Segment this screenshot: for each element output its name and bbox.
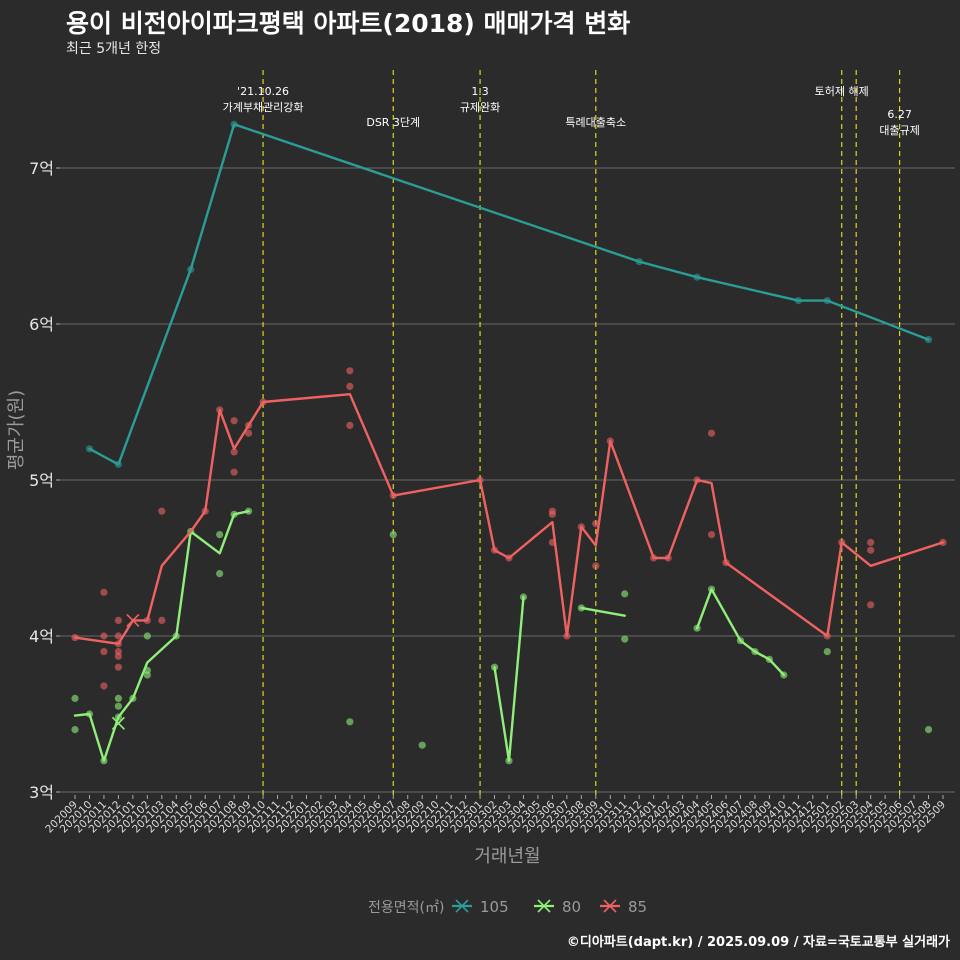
series-line-80	[580, 606, 626, 617]
series-line-85	[73, 393, 945, 645]
data-point	[823, 648, 831, 656]
cross-marker	[126, 613, 140, 627]
data-point	[114, 616, 122, 625]
y-tick-label: 7억	[29, 159, 54, 178]
series-line-80	[695, 588, 786, 677]
series-line-80	[493, 595, 525, 762]
x-axis-title: 거래년월	[474, 846, 540, 867]
event-label: '21.10.26	[237, 85, 289, 98]
legend-key-cross	[537, 899, 551, 913]
data-point	[867, 538, 875, 547]
event-label: 6.27	[887, 108, 912, 121]
data-point	[230, 417, 238, 425]
event-label: DSR 3단계	[366, 116, 420, 129]
data-point	[707, 531, 716, 539]
data-point	[100, 632, 108, 640]
cross-stroke	[111, 716, 125, 730]
data-point	[346, 421, 354, 429]
data-point	[548, 510, 557, 518]
data-point	[114, 663, 122, 671]
data-point	[143, 632, 151, 640]
event-label: 토허제 해제	[815, 84, 869, 98]
cross-stroke	[603, 899, 617, 913]
data-point	[346, 382, 354, 390]
chart-title: 용이 비전아이파크평택 아파트(2018) 매매가격 변화	[66, 9, 631, 38]
data-point	[592, 562, 600, 570]
legend-key-cross	[603, 899, 617, 913]
event-label: 특례대출축소	[565, 116, 626, 129]
event-label: 가계부채관리강화	[223, 101, 304, 114]
data-point	[114, 702, 122, 710]
data-point	[621, 590, 629, 598]
data-point	[114, 632, 122, 640]
series-85	[71, 367, 947, 690]
legend-title: 전용면적(㎡)	[368, 900, 444, 916]
data-point	[100, 588, 108, 596]
data-point	[230, 468, 238, 476]
legend-label: 85	[628, 898, 647, 916]
data-point	[216, 570, 224, 578]
cross-stroke	[455, 899, 469, 913]
y-tick-label: 3억	[29, 783, 54, 802]
data-point	[100, 648, 108, 656]
data-point	[924, 726, 933, 734]
event-label: 규제완화	[460, 101, 500, 114]
data-point	[158, 507, 166, 515]
data-point	[143, 671, 151, 679]
data-point	[707, 429, 716, 437]
y-tick-label: 5억	[29, 471, 54, 490]
data-point	[867, 601, 875, 609]
series-line-105	[88, 123, 930, 466]
data-point	[230, 448, 238, 456]
data-point	[346, 718, 354, 726]
y-axis-title: 평균가(원)	[6, 390, 27, 470]
event-label: 대출규제	[879, 124, 919, 137]
data-point	[71, 694, 79, 703]
data-point	[71, 726, 79, 734]
data-point	[418, 741, 426, 749]
data-point	[346, 367, 354, 375]
data-point	[114, 694, 122, 703]
data-point	[114, 652, 122, 660]
legend: 전용면적(㎡) 105 80 85	[368, 898, 647, 916]
series-line-80	[73, 510, 250, 762]
data-point	[216, 531, 224, 539]
source-caption: ©디아파트(dapt.kr) / 2025.09.09 / 자료=국토교통부 실…	[566, 935, 950, 950]
series-105	[85, 120, 933, 468]
cross-marker	[111, 716, 125, 730]
data-point	[621, 635, 629, 643]
legend-label: 105	[480, 898, 509, 916]
cross-stroke	[537, 899, 551, 913]
legend-label: 80	[562, 898, 581, 916]
legend-key-cross	[455, 899, 469, 913]
data-point	[389, 531, 397, 539]
data-point	[867, 546, 875, 554]
data-point	[158, 616, 166, 625]
cross-stroke	[126, 613, 140, 627]
data-point	[245, 429, 253, 437]
chart-subtitle: 최근 5개년 한정	[66, 41, 162, 57]
y-tick-label: 6억	[29, 315, 54, 334]
event-label: 1.3	[471, 85, 489, 98]
data-point	[100, 682, 108, 690]
y-tick-label: 4억	[29, 627, 54, 646]
